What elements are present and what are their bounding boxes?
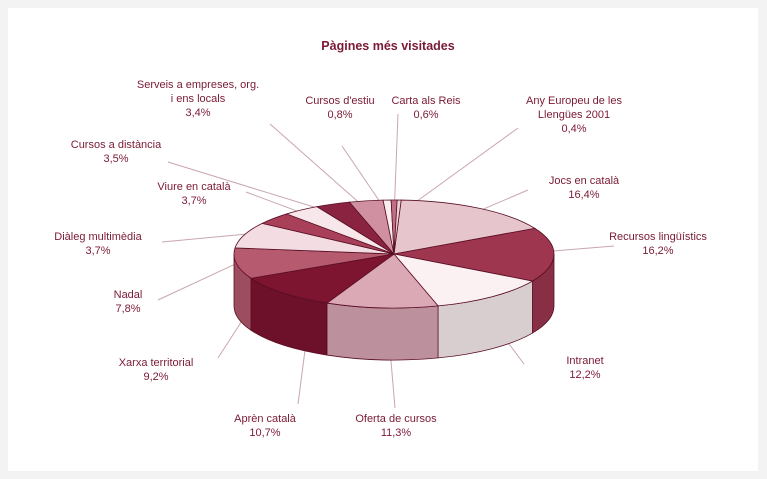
slice-label: Viure en català 3,7%	[157, 181, 231, 207]
slice-label: Diàleg multimèdia 3,7%	[54, 231, 142, 257]
pie-slice	[393, 199, 402, 255]
pie-slice	[393, 199, 536, 255]
pie-slice	[393, 227, 555, 282]
slice-label: Intranet 12,2%	[566, 355, 603, 381]
leader-line	[393, 113, 399, 216]
pie-slice	[233, 247, 395, 279]
pie-chart: Pàgines més visitades Jocs en català 16,4…	[54, 39, 707, 439]
leader-line	[269, 123, 375, 217]
slice-labels: Jocs en català 16,4% Recursos lingüístics 1…	[54, 79, 707, 439]
slice-label: Any Europeu de les Llengües 2001 0,4%	[526, 95, 623, 135]
slice-label: Serveis a empreses, org. i ens locals 3,4%	[137, 79, 259, 119]
pie-slice	[250, 253, 395, 304]
pie-top	[233, 199, 555, 309]
pie-slice	[326, 253, 439, 309]
pie-side-wall	[326, 302, 439, 361]
slice-label: Cursos a distància 3,5%	[71, 139, 162, 165]
slice-label: Cursos d'estiu 0,8%	[305, 95, 374, 121]
slice-label: Aprèn català 10,7%	[234, 413, 297, 439]
slice-label: Carta als Reis 0,6%	[391, 95, 461, 121]
chart-title: Pàgines més visitades	[321, 39, 454, 53]
slice-label: Oferta de cursos 11,3%	[355, 413, 437, 439]
chart-frame: Pàgines més visitades Jocs en català 16,4…	[8, 8, 758, 471]
slice-label: Jocs en català 16,4%	[549, 175, 620, 201]
slice-label: Recursos lingüístics 16,2%	[609, 231, 707, 257]
pie-slice	[392, 253, 534, 307]
slice-label: Xarxa territorial 9,2%	[119, 357, 194, 383]
slice-label: Nadal 7,8%	[114, 289, 143, 315]
pie-sides	[233, 253, 555, 361]
